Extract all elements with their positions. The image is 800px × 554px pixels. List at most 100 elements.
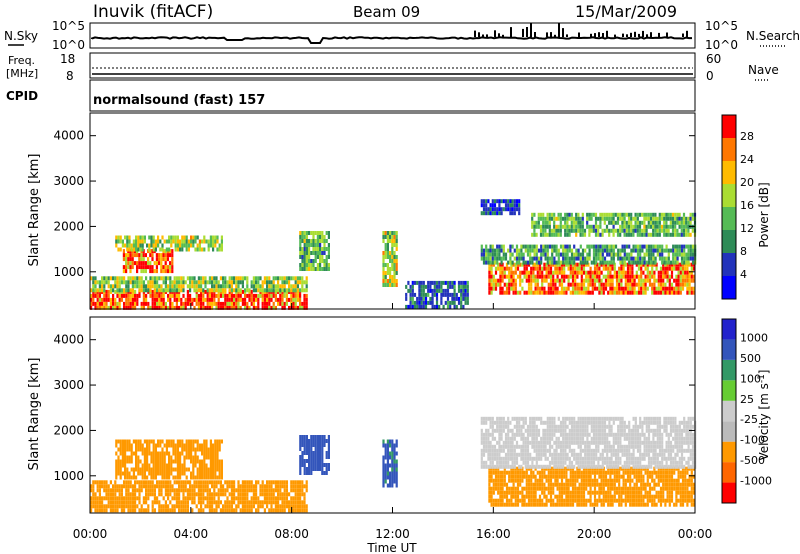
data-cell — [255, 480, 258, 485]
data-cell — [482, 199, 486, 204]
data-cell — [118, 504, 121, 509]
data-cell — [189, 488, 192, 493]
data-cell — [301, 231, 304, 235]
data-cell — [134, 484, 137, 489]
data-cell — [613, 478, 616, 483]
data-cell — [600, 262, 603, 267]
data-cell — [281, 297, 284, 302]
data-cell — [160, 504, 163, 509]
data-cell — [492, 282, 495, 287]
data-cell — [224, 508, 227, 513]
data-cell — [150, 239, 153, 244]
data-cell — [241, 280, 244, 285]
data-cell — [668, 282, 671, 287]
data-cell — [575, 248, 578, 253]
data-cell — [508, 498, 511, 503]
data-cell — [217, 305, 220, 310]
data-cell — [184, 504, 187, 509]
data-cell — [569, 502, 572, 507]
data-cell — [283, 280, 286, 285]
data-cell — [580, 502, 583, 507]
data-cell — [667, 212, 670, 217]
data-cell — [496, 252, 499, 257]
data-cell — [603, 248, 607, 253]
data-cell — [556, 474, 559, 479]
data-cell — [211, 508, 214, 513]
data-cell — [132, 243, 135, 248]
data-cell — [489, 444, 492, 449]
data-cell — [301, 504, 304, 509]
data-cell — [554, 278, 557, 283]
data-cell — [197, 293, 200, 298]
data-cell — [661, 256, 664, 261]
data-cell — [200, 288, 203, 293]
data-cell — [156, 480, 159, 485]
data-cell — [532, 266, 535, 271]
data-cell — [690, 286, 693, 291]
data-cell — [645, 212, 648, 217]
data-cell — [613, 486, 616, 491]
data-cell — [674, 228, 677, 233]
data-cell — [186, 297, 189, 302]
data-cell — [609, 482, 612, 487]
data-cell — [600, 282, 603, 287]
data-cell — [460, 304, 463, 309]
data-cell — [669, 260, 673, 265]
data-cell — [301, 247, 304, 251]
data-cell — [614, 228, 617, 233]
nsky-trace — [91, 23, 692, 44]
data-cell — [480, 199, 483, 204]
data-cell — [648, 486, 652, 491]
data-cell — [438, 288, 441, 293]
data-cell — [211, 293, 214, 298]
data-cell — [134, 297, 137, 302]
data-cell — [119, 239, 122, 244]
data-cell — [621, 248, 624, 253]
data-cell — [391, 267, 394, 271]
data-cell — [505, 470, 509, 475]
data-cell — [270, 305, 273, 310]
data-cell — [308, 267, 311, 271]
data-cell — [314, 259, 317, 263]
data-cell — [531, 232, 534, 237]
data-cell — [305, 480, 308, 485]
data-cell — [268, 280, 271, 285]
data-cell — [690, 482, 693, 487]
data-cell — [250, 284, 253, 289]
data-cell — [148, 243, 151, 248]
data-cell — [658, 228, 661, 233]
data-cell — [259, 500, 262, 505]
data-cell — [610, 228, 613, 233]
data-cell — [516, 502, 520, 507]
data-cell — [201, 451, 204, 456]
data-cell — [569, 474, 572, 479]
data-cell — [213, 500, 216, 505]
data-cell — [659, 474, 663, 479]
data-cell — [558, 482, 561, 487]
data-cell — [602, 262, 605, 267]
data-cell — [605, 224, 609, 229]
data-cell — [656, 216, 659, 221]
nsearch-bar — [606, 30, 608, 37]
data-cell — [169, 484, 172, 489]
data-cell — [206, 484, 209, 489]
data-cell — [196, 471, 199, 476]
data-cell — [424, 292, 428, 297]
data-cell — [543, 494, 546, 499]
data-cell — [156, 305, 159, 310]
data-cell — [149, 305, 152, 310]
data-cell — [609, 278, 612, 283]
data-cell — [128, 459, 131, 464]
data-cell — [120, 280, 123, 285]
data-cell — [586, 252, 589, 257]
data-cell — [301, 239, 304, 243]
data-cell — [422, 304, 425, 309]
data-cell — [466, 284, 469, 289]
data-cell — [582, 482, 586, 487]
data-cell — [647, 256, 651, 261]
nsearch-tick-top: 10^5 — [705, 19, 738, 33]
data-cell — [201, 447, 204, 452]
data-cell — [142, 301, 145, 306]
data-cell — [156, 293, 159, 298]
data-cell — [673, 286, 676, 291]
